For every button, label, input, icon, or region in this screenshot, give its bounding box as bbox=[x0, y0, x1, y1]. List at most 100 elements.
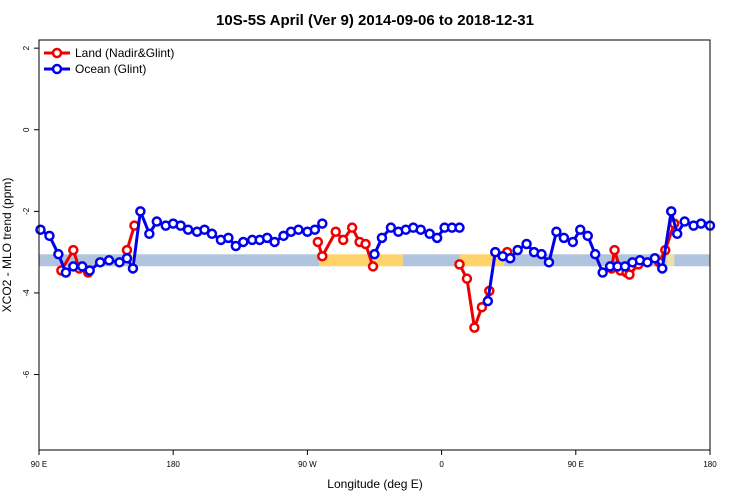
band-segment-8 bbox=[674, 254, 710, 267]
series-1-point bbox=[679, 216, 690, 227]
series-1-point bbox=[543, 257, 555, 268]
band-segment-7 bbox=[666, 254, 675, 267]
plot-frame bbox=[38, 39, 711, 451]
series-0-point bbox=[454, 259, 465, 270]
series-1-point bbox=[144, 228, 155, 240]
series-1-point bbox=[415, 224, 426, 235]
series-1-point bbox=[35, 224, 46, 235]
x-tick-label: 180 bbox=[703, 460, 717, 469]
y-tick-label: 2 bbox=[22, 45, 31, 50]
series-1-point bbox=[558, 232, 570, 244]
series-1-point bbox=[261, 232, 273, 244]
series-1-point bbox=[60, 267, 72, 278]
series-1-point bbox=[309, 224, 321, 235]
series-1-point bbox=[512, 244, 523, 256]
series-1-point bbox=[44, 230, 55, 242]
y-tick-label: -4 bbox=[22, 289, 31, 297]
series-1-point bbox=[269, 236, 280, 248]
y-axis: 2 0 -2 -4 -6 bbox=[22, 45, 39, 378]
series-1-point bbox=[94, 257, 106, 268]
series-1-point bbox=[114, 257, 125, 268]
series-1-point bbox=[665, 206, 677, 217]
series-0-point bbox=[476, 301, 488, 313]
series-1-point bbox=[369, 248, 380, 260]
chart-title: 10S-5S April (Ver 9) 2014-09-06 to 2018-… bbox=[216, 12, 534, 29]
series-1-point bbox=[642, 257, 653, 268]
x-tick-label: 180 bbox=[167, 460, 181, 469]
band-segment-2 bbox=[135, 254, 320, 267]
series-1-point bbox=[649, 253, 661, 264]
series-1-point bbox=[575, 224, 586, 235]
series-0-point bbox=[360, 238, 371, 250]
x-axis: 90 E 180 90 W 0 90 E 180 bbox=[31, 450, 717, 469]
series-1-point bbox=[551, 226, 562, 237]
x-axis-label: Longitude (deg E) bbox=[327, 477, 422, 491]
series-1-point bbox=[76, 261, 88, 272]
series-0-point bbox=[330, 226, 341, 237]
series-1-point bbox=[521, 238, 532, 250]
series-1-point bbox=[385, 222, 397, 233]
series-1-point bbox=[293, 224, 304, 235]
series-1-point bbox=[424, 228, 435, 240]
series-1-point bbox=[199, 224, 210, 235]
series-1-segment bbox=[131, 209, 142, 270]
series-1-point bbox=[206, 228, 218, 240]
series-1-point bbox=[53, 248, 64, 260]
series-1-point bbox=[127, 263, 139, 274]
series-0-point bbox=[367, 261, 379, 272]
series-layer bbox=[35, 206, 716, 333]
y-axis-label: XCO2 - MLO trend (ppm) bbox=[0, 178, 14, 313]
series-1-point bbox=[589, 248, 601, 260]
band-segment-1 bbox=[128, 254, 136, 267]
series-1-point bbox=[567, 236, 579, 248]
series-1-point bbox=[317, 218, 328, 229]
series-1-point bbox=[597, 267, 608, 278]
legend-label-ocean: Ocean (Glint) bbox=[75, 62, 146, 76]
series-1-point bbox=[223, 232, 234, 244]
series-1-point bbox=[376, 232, 388, 244]
x-tick-label: 90 W bbox=[298, 460, 317, 469]
series-1-point bbox=[536, 248, 547, 260]
legend-label-land: Land (Nadir&Glint) bbox=[75, 46, 174, 60]
series-1-point bbox=[182, 224, 194, 235]
legend-marker-ocean bbox=[51, 63, 63, 75]
series-1-point bbox=[582, 230, 593, 242]
series-0-point bbox=[337, 234, 349, 246]
series-0-point bbox=[346, 222, 358, 233]
series-1-point bbox=[671, 228, 683, 240]
series-1-segment bbox=[486, 250, 497, 303]
series-1 bbox=[35, 206, 716, 307]
x-tick-label: 90 E bbox=[568, 460, 584, 469]
series-1-point bbox=[482, 295, 494, 307]
series-0-point bbox=[68, 244, 79, 256]
series-0-point bbox=[312, 236, 324, 248]
series-0-point bbox=[624, 269, 635, 280]
series-1-point bbox=[490, 246, 501, 258]
series-1-point bbox=[278, 230, 289, 242]
x-tick-label: 0 bbox=[439, 460, 444, 469]
series-1-segment bbox=[660, 209, 673, 270]
series-0-point bbox=[461, 273, 473, 284]
series-0-point bbox=[317, 250, 328, 262]
series-1-point bbox=[454, 222, 465, 233]
series-1-point bbox=[431, 232, 443, 244]
y-tick-label: -6 bbox=[22, 370, 31, 378]
series-1-point bbox=[504, 253, 516, 264]
series-1-point bbox=[619, 261, 631, 272]
series-1-point bbox=[230, 240, 242, 252]
series-0-point bbox=[469, 322, 480, 333]
band-segment-4 bbox=[402, 254, 460, 267]
series-0-point bbox=[609, 244, 620, 256]
series-1-point bbox=[121, 253, 133, 264]
series-1-point bbox=[68, 261, 79, 272]
legend: Land (Nadir&Glint) Ocean (Glint) bbox=[44, 46, 174, 76]
series-1-point bbox=[175, 220, 186, 231]
series-1-point bbox=[135, 206, 146, 217]
legend-marker-land bbox=[51, 47, 63, 59]
series-1-point bbox=[84, 265, 95, 276]
series-1-point bbox=[238, 236, 249, 248]
y-tick-label: 0 bbox=[22, 127, 31, 132]
x-tick-label: 90 E bbox=[31, 460, 47, 469]
series-1-point bbox=[151, 216, 163, 227]
